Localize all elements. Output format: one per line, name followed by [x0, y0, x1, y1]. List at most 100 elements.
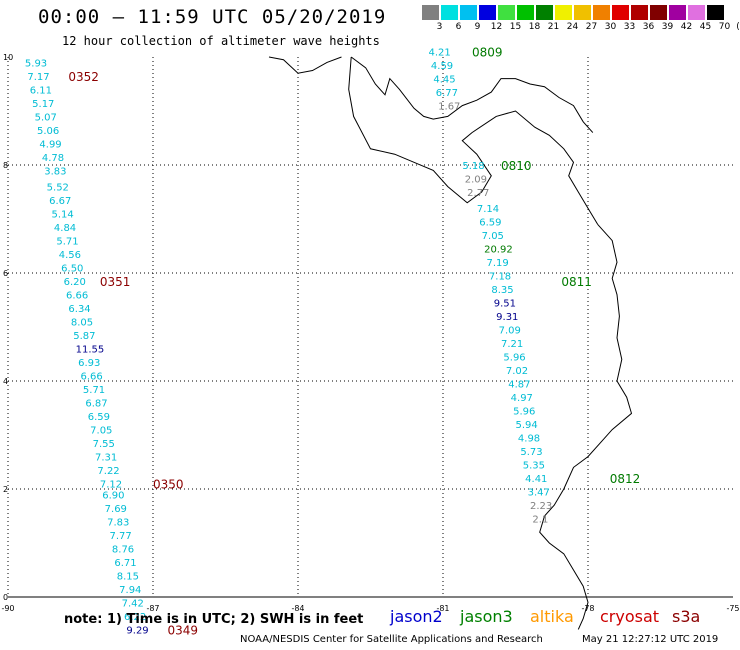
legend-swatch	[631, 5, 648, 20]
pass-time-label: 0809	[472, 46, 503, 60]
legend-value: 30	[604, 22, 617, 32]
wave-height-value: 7.69	[105, 504, 127, 515]
legend-value: 12	[490, 22, 503, 32]
wave-height-value: 7.77	[110, 531, 132, 542]
wave-height-value: 6.90	[102, 490, 124, 501]
pass-time-label: 0812	[610, 472, 641, 486]
wave-height-value: 7.94	[119, 585, 141, 596]
x-tick-label: -75	[726, 604, 739, 613]
legend-swatch	[593, 5, 610, 20]
wave-height-value: 6.67	[49, 196, 71, 207]
x-tick-label: -87	[146, 604, 159, 613]
wave-height-value: 4.21	[429, 48, 451, 59]
map-title: 00:00 – 11:59 UTC 05/20/2019	[38, 6, 387, 28]
wave-height-value: 7.02	[506, 366, 528, 377]
wave-height-value: 6.93	[78, 358, 100, 369]
wave-height-value: 6.59	[479, 218, 501, 229]
wave-height-value: 5.17	[32, 99, 54, 110]
wave-height-value: 7.55	[93, 439, 115, 450]
wave-height-value: 5.07	[35, 112, 57, 123]
wave-height-labels: 5.93 7.17 6.11 5.17 5.07 5.06 4.99 4.78 3.83 5.52…	[25, 46, 640, 638]
y-tick-label: 0	[3, 593, 8, 602]
wave-height-value: 6.50	[61, 264, 83, 275]
wave-height-value: 5.87	[73, 331, 95, 342]
axis-ticks: -90 -87 -84 -81 -78 -75 0 2 4 6 8 10	[1, 53, 739, 613]
pass-time-label: 0810	[501, 159, 532, 173]
wave-height-value: 7.31	[95, 453, 117, 464]
wave-height-value: 4.97	[511, 393, 533, 404]
wave-height-value: 6.22	[124, 612, 146, 623]
pass-time-label: 0352	[68, 70, 99, 84]
satellite-label-cryosat: cryosat	[600, 607, 660, 626]
wave-height-value: 2.23	[530, 501, 552, 512]
wave-height-value: 5.94	[516, 420, 538, 431]
wave-height-value: 8.76	[112, 544, 134, 555]
wave-height-value: 7.83	[107, 517, 129, 528]
wave-height-value: 1.67	[438, 102, 460, 113]
x-tick-label: -84	[291, 604, 304, 613]
wave-height-value: 8.05	[71, 318, 93, 329]
legend-value: 21	[547, 22, 560, 32]
y-tick-label: 8	[3, 161, 8, 170]
wave-height-value: 8.15	[117, 571, 139, 582]
legend-swatch	[574, 5, 591, 20]
coastline-segment	[268, 56, 342, 74]
coastline-segment	[539, 224, 633, 630]
pass-time-label: 0351	[100, 275, 131, 289]
legend-value: 36	[642, 22, 655, 32]
pass-time-label: 0811	[561, 275, 592, 289]
legend-value: 70	[718, 22, 731, 32]
y-tick-label: 4	[3, 377, 8, 386]
legend-value: 45	[699, 22, 712, 32]
wave-height-value: 4.78	[42, 153, 64, 164]
wave-height-value: 5.96	[503, 353, 525, 364]
legend-swatch	[460, 5, 477, 20]
wave-height-value: 8.35	[491, 285, 513, 296]
map-subtitle: 12 hour collection of altimeter wave hei…	[62, 34, 380, 48]
wave-height-value: 4.45	[433, 75, 455, 86]
wave-height-value: 7.05	[482, 231, 504, 242]
wave-height-value: 5.71	[83, 385, 105, 396]
wave-height-value: 7.19	[487, 258, 509, 269]
legend-value: 24	[566, 22, 579, 32]
wave-height-value: 9.51	[494, 299, 516, 310]
satellite-label-jason2: jason2	[390, 607, 443, 626]
wave-height-value: 7.05	[90, 426, 112, 437]
legend-value: 15	[509, 22, 522, 32]
generated-timestamp: May 21 12:27:12 UTC 2019	[582, 634, 719, 645]
wave-height-value: 7.42	[122, 598, 144, 609]
legend-swatch	[707, 5, 724, 20]
legend-swatch	[422, 5, 439, 20]
wave-height-value: 7.14	[477, 204, 499, 215]
wave-height-value: 4.98	[518, 434, 540, 445]
wave-height-value: 2.09	[465, 175, 487, 186]
wave-height-value: 4.87	[508, 380, 530, 391]
wave-height-value: 7.21	[501, 339, 523, 350]
legend-swatch	[688, 5, 705, 20]
legend-value: 9	[474, 22, 481, 32]
wave-height-value: 5.52	[47, 183, 69, 194]
wave-height-value: 7.22	[97, 466, 119, 477]
wave-height-value: 6.71	[114, 558, 136, 569]
units-note: note: 1) Time is in UTC; 2) SWH is in fe…	[64, 612, 364, 627]
x-tick-label: -78	[581, 604, 594, 613]
wave-height-value: 5.73	[520, 447, 542, 458]
legend-value: 39	[661, 22, 674, 32]
wave-height-value: 6.34	[68, 304, 90, 315]
coastline-segment	[350, 56, 594, 133]
y-tick-label: 10	[3, 53, 13, 62]
wave-height-value: 6.66	[66, 291, 88, 302]
x-tick-label: -90	[1, 604, 14, 613]
legend-swatch	[612, 5, 629, 20]
pass-time-label: 0349	[168, 623, 199, 637]
legend-value: 42	[680, 22, 693, 32]
wave-height-value: 5.71	[56, 237, 78, 248]
pass-time-label: 0350	[153, 478, 184, 492]
legend-swatch	[650, 5, 667, 20]
coastline	[268, 56, 633, 630]
wave-height-value: 5.06	[37, 126, 59, 137]
wave-height-value: 4.59	[431, 61, 453, 72]
legend-swatch	[479, 5, 496, 20]
legend-unit: (ft)	[736, 22, 740, 32]
wave-height-value: 4.56	[59, 250, 81, 261]
